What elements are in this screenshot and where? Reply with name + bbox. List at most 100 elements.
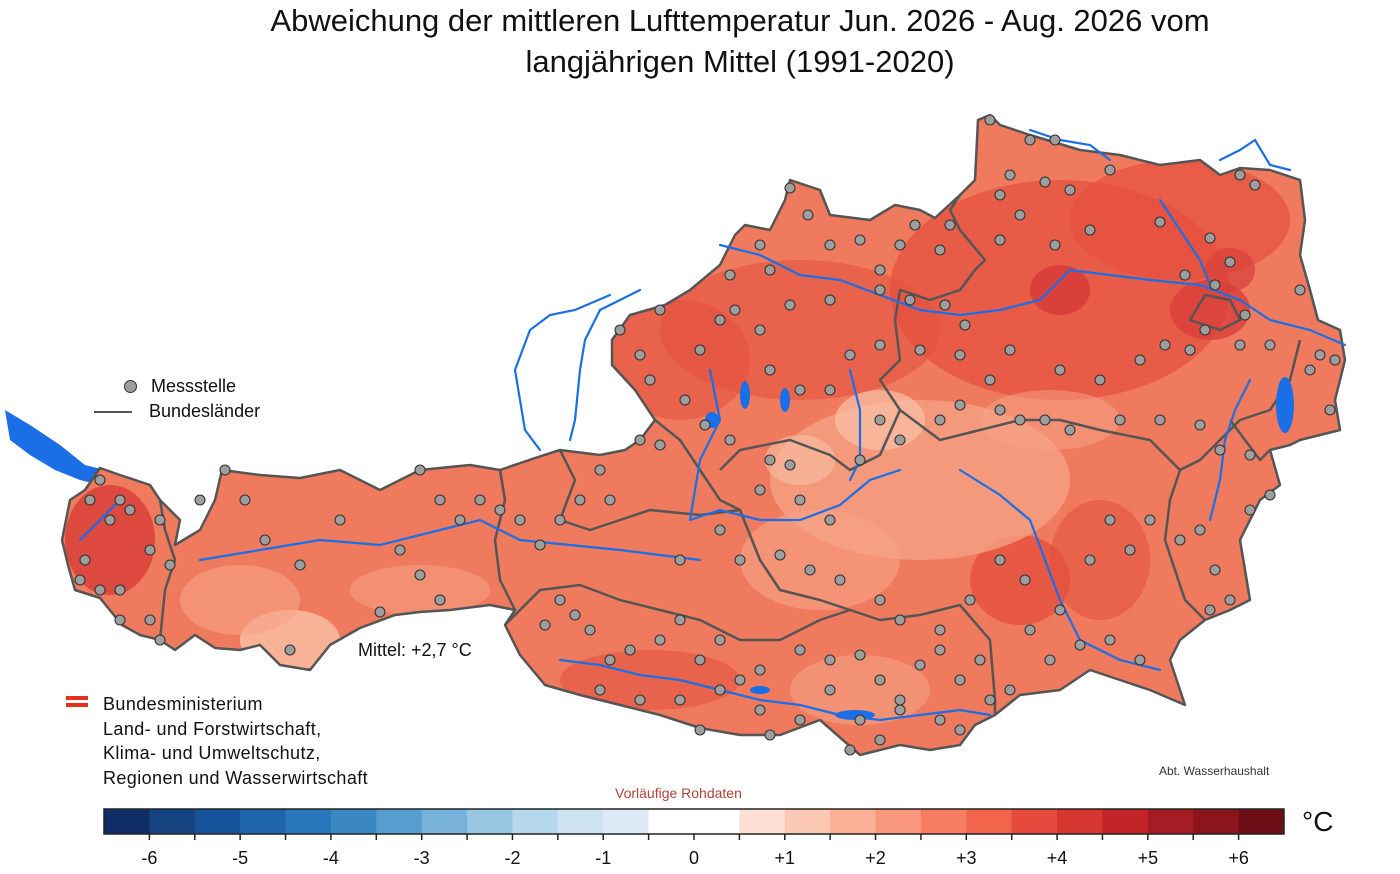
state-boundaries [60, 113, 1347, 757]
station-marker [1024, 624, 1036, 636]
station-marker [794, 644, 806, 656]
station-marker [514, 514, 526, 526]
station-marker [994, 404, 1006, 416]
station-marker [844, 744, 856, 756]
station-marker [1244, 504, 1256, 516]
station-marker [834, 574, 846, 586]
unit-label: °C [1302, 806, 1334, 837]
station-marker [874, 339, 886, 351]
color-scale-bar: -6 -5 -4 -3 -2 -1 0 +1 +2 +3 +4 +5 +6 [103, 808, 1285, 868]
colorbar-bin [603, 809, 650, 834]
station-marker [964, 594, 976, 606]
station-marker [894, 694, 906, 706]
station-marker [824, 384, 836, 396]
station-marker [1004, 169, 1016, 181]
colorbar-tick-label: +5 [1138, 848, 1159, 868]
ministry-logo-block: Bundesministerium Land- und Forstwirtsch… [66, 692, 368, 790]
station-marker [679, 394, 691, 406]
station-marker [1064, 424, 1076, 436]
station-marker [854, 714, 866, 726]
station-marker [1264, 339, 1276, 351]
colorbar-bin [830, 809, 877, 834]
station-marker [1104, 634, 1116, 646]
station-marker [954, 399, 966, 411]
station-marker [624, 644, 636, 656]
station-marker [1249, 179, 1261, 191]
station-marker [824, 684, 836, 696]
station-marker [634, 694, 646, 706]
colorbar-bin [739, 809, 786, 834]
station-marker [1244, 449, 1256, 461]
station-marker [1039, 414, 1051, 426]
colorbar-bin [1193, 809, 1240, 834]
colorbar-bin [920, 809, 967, 834]
station-marker [764, 729, 776, 741]
station-marker [1039, 176, 1051, 188]
station-marker [1214, 444, 1226, 456]
station-marker [1264, 489, 1276, 501]
colorbar-bin [1057, 809, 1103, 834]
station-marker [1234, 169, 1246, 181]
colorbar-bin [285, 809, 332, 834]
map-title: Abweichung der mittleren Lufttemperatur … [200, 0, 1280, 82]
station-marker [634, 349, 646, 361]
station-marker [874, 414, 886, 426]
station-marker [802, 209, 814, 221]
station-marker [824, 654, 836, 666]
station-marker [784, 182, 796, 194]
station-marker [1004, 684, 1016, 696]
station-marker [1124, 544, 1136, 556]
station-marker [1114, 414, 1126, 426]
station-marker [764, 454, 776, 466]
colorbar-bin [557, 809, 604, 834]
station-marker [874, 674, 886, 686]
station-marker [824, 294, 836, 306]
station-marker [1054, 364, 1066, 376]
station-marker [1294, 284, 1306, 296]
station-marker [714, 684, 726, 696]
station-marker [934, 714, 946, 726]
station-marker [754, 484, 766, 496]
station-marker [894, 704, 906, 716]
title-line-2: langjährigen Mittel (1991-2020) [525, 44, 955, 79]
title-line-1: Abweichung der mittleren Lufttemperatur … [270, 3, 1210, 38]
station-marker [794, 384, 806, 396]
colorbar-bin [694, 809, 740, 834]
station-marker [1134, 354, 1146, 366]
colorbar-tick-label: -6 [141, 848, 157, 868]
station-marker [754, 664, 766, 676]
station-marker [1049, 239, 1061, 251]
station-marker [909, 219, 921, 231]
station-marker [1224, 594, 1236, 606]
station-marker [954, 674, 966, 686]
station-marker [1154, 414, 1166, 426]
station-marker [844, 349, 856, 361]
station-marker [984, 694, 996, 706]
station-marker [1044, 654, 1056, 666]
colorbar-tick-label: -3 [414, 848, 430, 868]
colorbar-bin [875, 809, 922, 834]
station-marker [734, 674, 746, 686]
station-marker [1019, 574, 1031, 586]
station-marker [1024, 134, 1036, 146]
station-marker [259, 534, 271, 546]
station-marker [1199, 324, 1211, 336]
station-marker [674, 614, 686, 626]
colorbar-tick-label: -4 [323, 848, 339, 868]
colorbar-bin [966, 809, 1013, 834]
ministry-line-3: Klima- und Umweltschutz, [103, 743, 321, 763]
station-marker [914, 659, 926, 671]
station-marker [994, 234, 1006, 246]
station-marker [1194, 419, 1206, 431]
station-marker [699, 419, 711, 431]
station-marker [1084, 554, 1096, 566]
station-marker [934, 624, 946, 636]
station-marker [1064, 184, 1076, 196]
station-marker [674, 694, 686, 706]
station-marker [1054, 604, 1066, 616]
station-marker [154, 634, 166, 646]
colorbar-tick-label: +2 [865, 848, 886, 868]
colorbar-bin [1102, 809, 1149, 834]
station-marker [1004, 344, 1016, 356]
station-markers [74, 114, 1341, 756]
